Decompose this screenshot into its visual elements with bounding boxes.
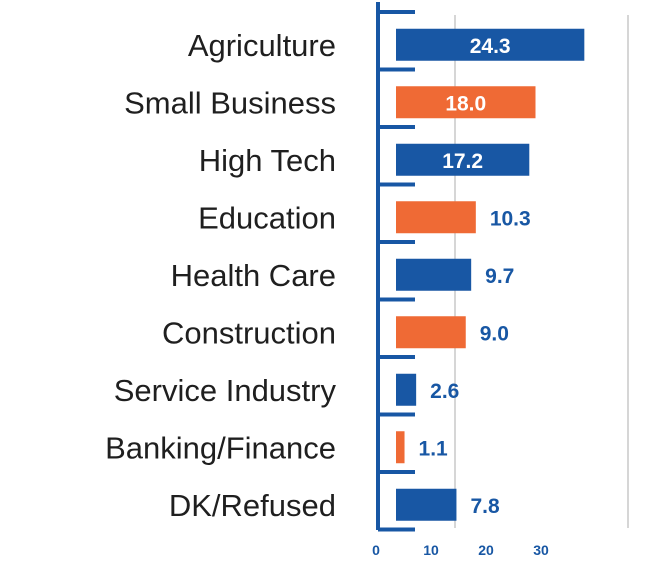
x-tick-label-0: 0 bbox=[372, 542, 380, 558]
value-label-6: 2.6 bbox=[430, 380, 459, 403]
x-tick-label-2: 20 bbox=[478, 542, 494, 558]
category-label-0: Agriculture bbox=[188, 28, 336, 63]
value-label-3: 10.3 bbox=[490, 207, 531, 230]
category-label-2: High Tech bbox=[199, 143, 336, 178]
bar-4 bbox=[396, 258, 472, 291]
bar-8 bbox=[396, 488, 457, 521]
category-label-4: Health Care bbox=[171, 258, 336, 293]
value-labels: 24.3 18.0 17.2 10.3 9.7 9.0 2.6 1.1 7.8 bbox=[419, 35, 531, 518]
bars bbox=[396, 28, 585, 521]
value-label-0: 24.3 bbox=[470, 35, 511, 58]
x-tick-label-3: 30 bbox=[533, 542, 549, 558]
bar-7 bbox=[396, 431, 405, 464]
category-labels: Agriculture Small Business High Tech Educat… bbox=[105, 28, 336, 523]
category-label-6: Service Industry bbox=[114, 373, 337, 408]
bar-6 bbox=[396, 373, 417, 406]
value-label-7: 1.1 bbox=[419, 437, 449, 460]
value-label-4: 9.7 bbox=[485, 265, 514, 288]
bar-3 bbox=[396, 201, 476, 234]
value-label-5: 9.0 bbox=[480, 322, 509, 345]
category-label-3: Education bbox=[198, 200, 336, 235]
bar-5 bbox=[396, 316, 466, 349]
category-label-8: DK/Refused bbox=[169, 488, 336, 523]
value-label-8: 7.8 bbox=[470, 495, 500, 518]
bar-2 bbox=[396, 143, 530, 176]
bar-0 bbox=[396, 28, 585, 61]
value-label-1: 18.0 bbox=[445, 92, 486, 115]
x-axis-ticks: 0 10 20 30 bbox=[372, 542, 549, 558]
y-axis-bracket bbox=[376, 2, 415, 532]
bar-1 bbox=[396, 86, 536, 119]
category-label-5: Construction bbox=[162, 315, 336, 350]
category-label-7: Banking/Finance bbox=[105, 430, 336, 465]
x-tick-label-1: 10 bbox=[423, 542, 439, 558]
category-label-1: Small Business bbox=[124, 85, 336, 120]
value-label-2: 17.2 bbox=[442, 150, 483, 173]
